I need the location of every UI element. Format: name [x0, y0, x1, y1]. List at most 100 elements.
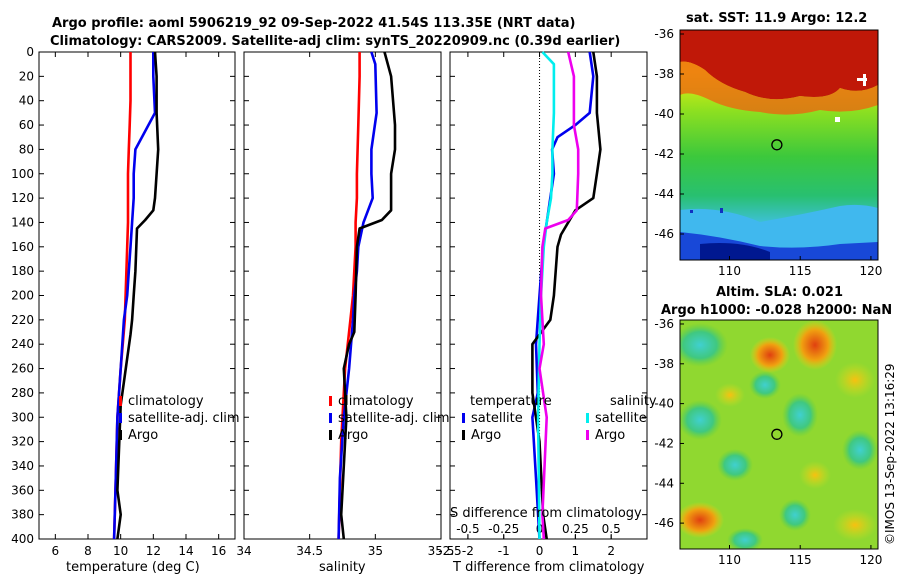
- y-tick-label: 160: [11, 240, 34, 254]
- legend-label-argo: Argo: [128, 428, 158, 443]
- y-tick-label: 240: [11, 337, 34, 351]
- series-argo: [339, 51, 397, 540]
- x-tick-label: 34: [236, 544, 251, 558]
- legend-swatch-satellite: [119, 413, 122, 423]
- legend-swatch-satellite: [329, 413, 332, 423]
- x-tick-label: 0: [536, 544, 544, 558]
- x-tick-label: 12: [146, 544, 161, 558]
- legend-swatch-s-satellite: [586, 413, 589, 423]
- x-tick-label: 16: [211, 544, 226, 558]
- series-satellite-adj-clim: [112, 52, 157, 540]
- difference-top-ticks: -0.5-0.2500.250.5: [456, 522, 621, 539]
- sla-map-x-ticks: 110 115 120: [718, 545, 882, 567]
- legend-swatch-s-argo: [586, 430, 589, 440]
- legend-label-t-argo: Argo: [471, 428, 501, 443]
- y-tick-label: 260: [11, 362, 34, 376]
- x-tick-label: 1: [572, 544, 580, 558]
- legend-label-satellite: satellite-adj. clim: [338, 411, 450, 426]
- y-tick-label: 60: [19, 118, 34, 132]
- y-tick-label: 340: [11, 459, 34, 473]
- legend-label-argo: Argo: [338, 428, 368, 443]
- top-tick-label: 0.5: [602, 522, 621, 536]
- map-x-tick-label: 120: [859, 264, 882, 278]
- map-x-tick-label: 115: [789, 264, 812, 278]
- sst-profile-marker: [771, 139, 783, 151]
- x-tick-label: 35.5: [428, 544, 455, 558]
- temperature-xlabel: temperature (deg C): [66, 560, 200, 575]
- y-tick-label: 400: [11, 532, 34, 546]
- copyright-text: ©IMOS 13-Sep-2022 13:16:29: [883, 363, 897, 545]
- sla-map-y-ticks: -36 -38 -40 -42 -44 -46: [654, 317, 684, 530]
- y-tick-label: 320: [11, 435, 34, 449]
- sst-map-x-ticks: 110 115 120: [718, 256, 882, 278]
- map-y-tick-label: -36: [654, 317, 674, 331]
- map-x-tick-label: 115: [789, 553, 812, 567]
- sst-map-image: [680, 30, 878, 260]
- y-tick-label: 40: [19, 94, 34, 108]
- salinity-xlabel: salinity: [319, 560, 366, 575]
- y-tick-label: 280: [11, 386, 34, 400]
- y-tick-label: 20: [19, 69, 34, 83]
- map-y-tick-label: -40: [654, 107, 674, 121]
- sst-map-y-ticks: -36 -38 -40 -42 -44 -46: [654, 27, 684, 241]
- series-layer: [112, 51, 602, 540]
- x-tick-label: 6: [52, 544, 60, 558]
- y-tick-label: 0: [26, 45, 34, 59]
- map-y-tick-label: -42: [654, 436, 674, 450]
- sla-map-image: [680, 320, 878, 549]
- legend-swatch-t-argo: [462, 430, 465, 440]
- map-x-tick-label: 110: [718, 264, 741, 278]
- y-tick-label: 100: [11, 167, 34, 181]
- salinity-legend: climatology satellite-adj. clim Argo: [329, 394, 450, 443]
- legend-title-temperature: temperature: [470, 394, 552, 409]
- x-tick-label: -1: [498, 544, 510, 558]
- legend-label-climatology: climatology: [338, 394, 414, 409]
- y-tick-label: 220: [11, 313, 34, 327]
- difference-top-label: S difference from climatology: [450, 506, 642, 521]
- map-y-tick-label: -38: [654, 67, 674, 81]
- difference-x-ticks: -2.5 -2 -1 0 1 2: [438, 52, 615, 558]
- x-tick-label: 10: [113, 544, 128, 558]
- legend-label-s-argo: Argo: [595, 428, 625, 443]
- temperature-y-ticks: 0 20 40 60 80 100 120 140 160 180 200 220 240 260 280 3…: [11, 45, 647, 546]
- map-y-tick-label: -46: [654, 516, 674, 530]
- temperature-x-ticks: 6 8 10 12 14 16: [52, 52, 226, 558]
- x-tick-label: 35: [368, 544, 383, 558]
- map-x-tick-label: 120: [859, 553, 882, 567]
- map-x-tick-label: 110: [718, 553, 741, 567]
- series-argo: [116, 51, 160, 540]
- sla-map-frame: [679, 319, 879, 550]
- legend-swatch-climatology: [119, 396, 122, 406]
- sla-map-title-1: Altim. SLA: 0.021: [716, 285, 843, 300]
- y-tick-label: 120: [11, 191, 34, 205]
- map-y-tick-label: -38: [654, 357, 674, 371]
- legend-label-s-satellite: satellite: [595, 411, 647, 426]
- x-tick-label: 14: [178, 544, 193, 558]
- x-tick-label: -2: [462, 544, 474, 558]
- difference-xlabel: T difference from climatology: [452, 560, 645, 575]
- sla-profile-marker: [771, 428, 783, 440]
- x-tick-label: -2.5: [438, 544, 461, 558]
- series-temperature-argo: [531, 51, 602, 540]
- map-y-tick-label: -44: [654, 187, 674, 201]
- top-tick-label: -0.25: [488, 522, 519, 536]
- x-tick-label: 2: [607, 544, 615, 558]
- temperature-axes: [38, 51, 236, 540]
- temperature-legend: climatology satellite-adj. clim Argo: [119, 394, 240, 443]
- legend-title-salinity: salinity: [610, 394, 657, 409]
- sst-map-title: sat. SST: 11.9 Argo: 12.2: [686, 11, 867, 26]
- x-tick-label: 8: [84, 544, 92, 558]
- y-tick-label: 140: [11, 215, 34, 229]
- y-tick-label: 180: [11, 264, 34, 278]
- difference-axes: [449, 51, 648, 540]
- legend-swatch-climatology: [329, 396, 332, 406]
- header-line-1: Argo profile: aoml 5906219_92 09-Sep-202…: [52, 16, 576, 31]
- legend-swatch-t-satellite: [462, 413, 465, 423]
- legend-swatch-argo: [329, 430, 332, 440]
- header-line-2: Climatology: CARS2009. Satellite-adj cli…: [50, 34, 620, 49]
- series-salinity-argo: [538, 51, 580, 540]
- x-tick-label: 34.5: [296, 544, 323, 558]
- top-tick-label: -0.5: [456, 522, 479, 536]
- sla-map-title-2: Argo h1000: -0.028 h2000: NaN: [661, 303, 892, 318]
